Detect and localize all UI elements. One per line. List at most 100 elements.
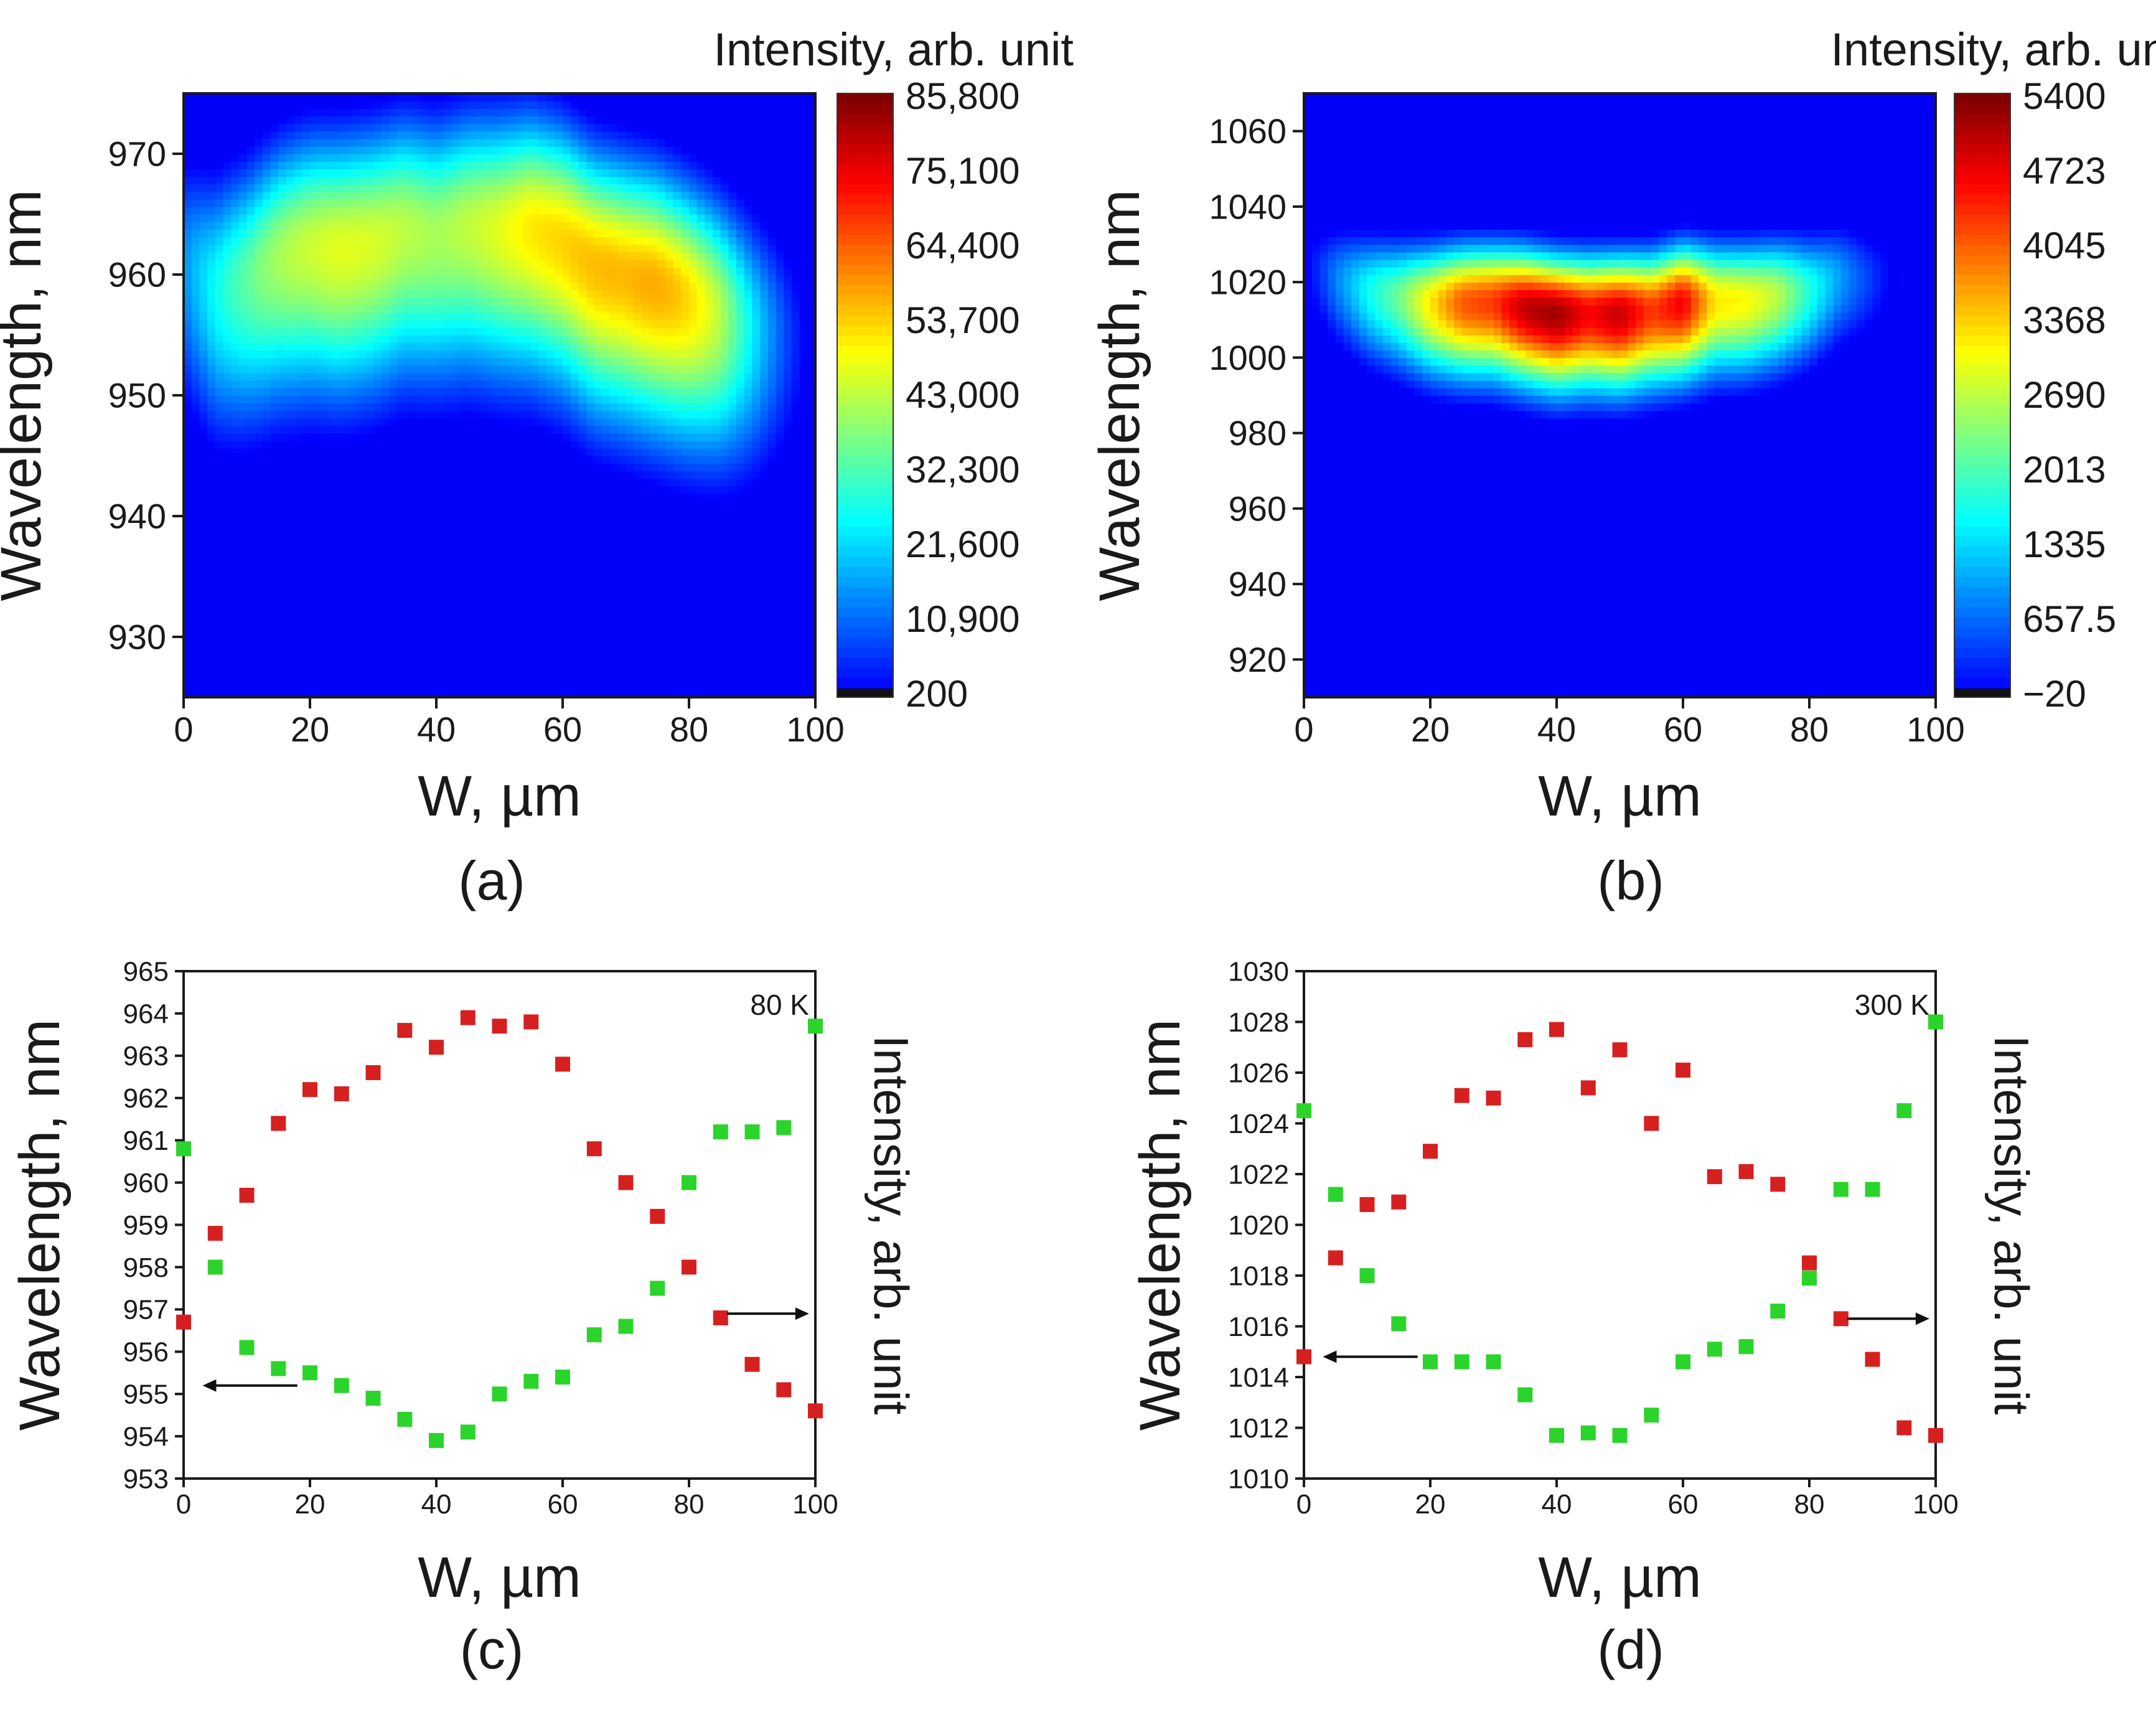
heatmap-cell bbox=[444, 275, 453, 283]
heatmap-cell bbox=[610, 184, 619, 192]
heatmap-cell bbox=[578, 546, 587, 555]
heatmap-cell bbox=[207, 229, 216, 238]
heatmap-cell bbox=[412, 486, 421, 494]
heatmap-cell bbox=[563, 486, 571, 494]
heatmap-cell bbox=[578, 387, 587, 396]
heatmap-cell bbox=[523, 463, 532, 471]
heatmap-cell bbox=[223, 659, 232, 668]
heatmap-cell bbox=[326, 689, 334, 698]
heatmap-cell bbox=[657, 524, 666, 532]
heatmap-cell bbox=[499, 508, 508, 517]
heatmap-cell bbox=[586, 123, 595, 132]
heatmap-cell bbox=[499, 214, 508, 222]
heatmap-cell bbox=[665, 259, 674, 268]
heatmap-cell bbox=[326, 154, 334, 162]
heatmap-cell bbox=[357, 116, 366, 125]
heatmap-cell bbox=[302, 184, 311, 192]
heatmap-cell bbox=[191, 244, 200, 253]
heatmap-cell bbox=[523, 146, 532, 154]
heatmap-cell bbox=[334, 584, 342, 592]
heatmap-cell bbox=[381, 471, 390, 479]
heatmap-cell bbox=[617, 561, 627, 570]
heatmap-cell bbox=[412, 493, 421, 502]
heatmap-cell bbox=[326, 184, 334, 192]
heatmap-cell bbox=[294, 365, 303, 374]
heatmap-cell bbox=[215, 433, 224, 441]
heatmap-cell bbox=[460, 380, 469, 388]
heatmap-cell bbox=[191, 335, 200, 343]
heatmap-cell bbox=[452, 275, 461, 283]
heatmap-cell bbox=[586, 275, 595, 283]
heatmap-cell bbox=[396, 199, 406, 207]
heatmap-cell bbox=[357, 108, 366, 117]
heatmap-cell bbox=[444, 433, 453, 441]
heatmap-cell bbox=[262, 621, 271, 630]
heatmap-cell bbox=[223, 131, 232, 139]
heatmap-cell bbox=[199, 357, 208, 366]
heatmap-cell bbox=[578, 93, 587, 101]
heatmap-cell bbox=[531, 463, 540, 471]
heatmap-cell bbox=[436, 652, 445, 661]
heatmap-cell bbox=[452, 524, 461, 532]
heatmap-cell bbox=[491, 289, 500, 298]
heatmap-cell bbox=[412, 372, 421, 381]
heatmap-cell bbox=[334, 689, 342, 698]
heatmap-cell bbox=[270, 493, 279, 502]
heatmap-cell bbox=[231, 614, 240, 623]
heatmap-cell bbox=[649, 621, 659, 630]
heatmap-cell bbox=[484, 403, 492, 411]
heatmap-cell bbox=[317, 297, 327, 306]
heatmap-cell bbox=[523, 516, 532, 524]
heatmap-cell bbox=[262, 304, 271, 313]
heatmap-cell bbox=[286, 176, 295, 185]
heatmap-cell bbox=[538, 146, 548, 154]
heatmap-cell bbox=[255, 350, 263, 359]
heatmap-cell bbox=[570, 553, 579, 562]
heatmap-cell bbox=[270, 275, 279, 283]
heatmap-cell bbox=[302, 138, 311, 147]
heatmap-cell bbox=[310, 123, 319, 132]
heatmap-cell bbox=[657, 282, 666, 290]
heatmap-cell bbox=[626, 584, 634, 592]
heatmap-cell bbox=[428, 275, 437, 283]
heatmap-cell bbox=[563, 637, 571, 645]
heatmap-cell bbox=[476, 289, 484, 298]
heatmap-cell bbox=[444, 568, 453, 577]
heatmap-cell bbox=[302, 637, 311, 645]
heatmap-cell bbox=[246, 410, 255, 419]
heatmap-cell bbox=[262, 539, 271, 547]
heatmap-cell bbox=[191, 621, 200, 630]
heatmap-cell bbox=[523, 440, 532, 449]
heatmap-cell bbox=[262, 138, 271, 147]
heatmap-cell bbox=[546, 493, 556, 502]
heatmap-cell bbox=[278, 508, 287, 517]
heatmap-cell bbox=[546, 365, 556, 374]
heatmap-cell bbox=[452, 448, 461, 456]
heatmap-cell bbox=[231, 335, 240, 343]
heatmap-cell bbox=[499, 674, 508, 683]
heatmap-cell bbox=[191, 667, 200, 675]
heatmap-cell bbox=[365, 629, 374, 637]
heatmap-cell bbox=[634, 591, 642, 600]
heatmap-cell bbox=[657, 266, 666, 275]
heatmap-cell bbox=[484, 508, 492, 517]
heatmap-cell bbox=[184, 206, 192, 215]
heatmap-cell bbox=[349, 395, 358, 403]
heatmap-cell bbox=[467, 568, 477, 577]
heatmap-cell bbox=[570, 275, 579, 283]
heatmap-cell bbox=[365, 568, 374, 577]
heatmap-cell bbox=[657, 478, 666, 487]
heatmap-cell bbox=[538, 425, 548, 434]
heatmap-cell bbox=[570, 387, 579, 396]
heatmap-cell bbox=[326, 176, 334, 185]
heatmap-cell bbox=[452, 206, 461, 215]
heatmap-cell bbox=[388, 501, 398, 509]
heatmap-cell bbox=[538, 387, 548, 396]
heatmap-cell bbox=[184, 667, 192, 675]
heatmap-cell bbox=[341, 508, 350, 517]
heatmap-cell bbox=[310, 410, 319, 419]
heatmap-cell bbox=[538, 350, 548, 359]
heatmap-cell bbox=[452, 674, 461, 683]
heatmap-cell bbox=[563, 357, 571, 366]
heatmap-cell bbox=[396, 266, 406, 275]
